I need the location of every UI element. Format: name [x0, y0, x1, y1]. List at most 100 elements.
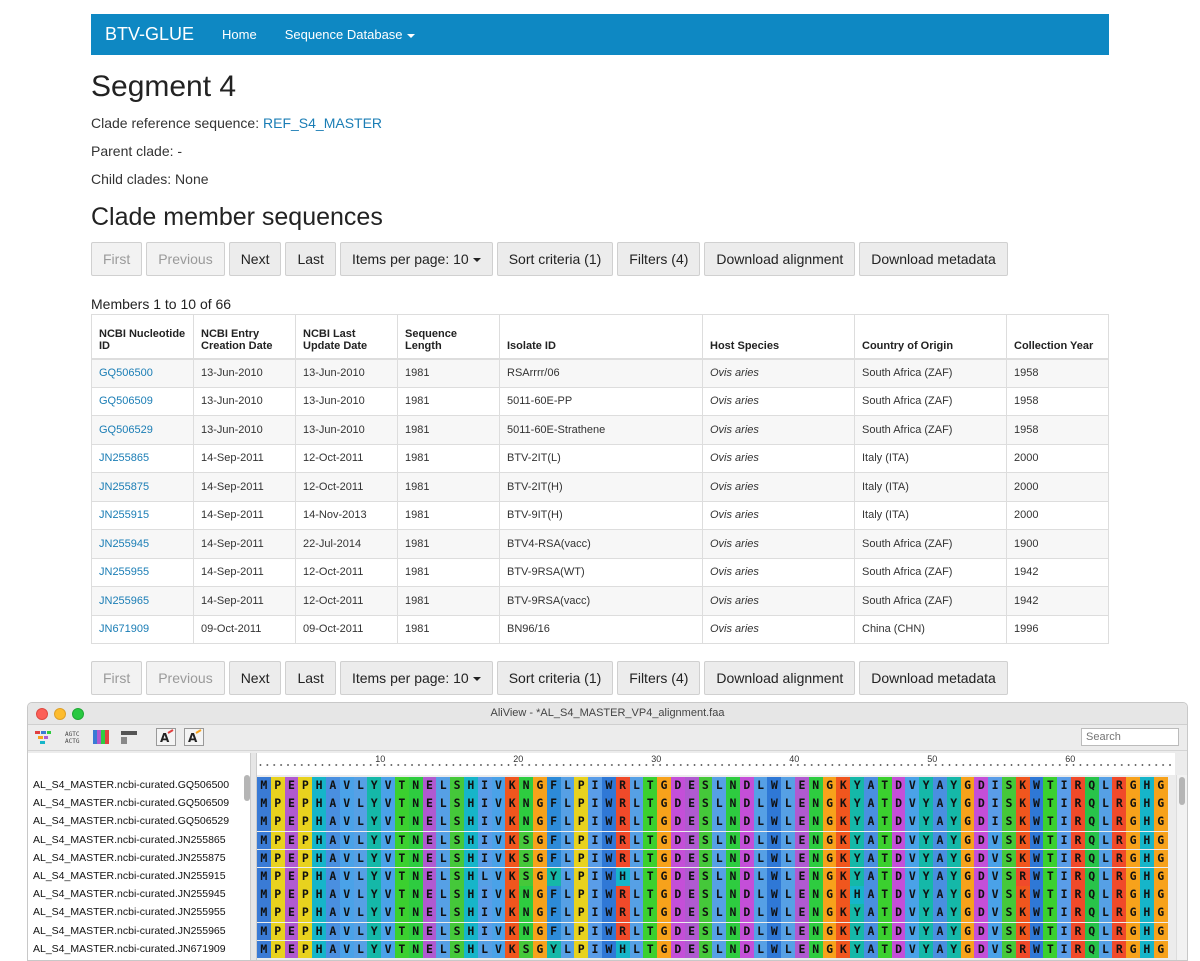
residue-cell[interactable]: I	[477, 831, 492, 850]
residue-cell[interactable]: F	[546, 904, 561, 922]
residue-cell[interactable]: E	[684, 868, 699, 886]
residue-cell[interactable]: W	[1029, 868, 1044, 886]
residue-cell[interactable]: G	[532, 831, 547, 850]
residue-cell[interactable]: P	[298, 831, 313, 850]
residue-cell[interactable]: G	[1126, 940, 1140, 959]
residue-cell[interactable]: K	[505, 795, 520, 813]
residue-cell[interactable]: K	[505, 813, 520, 831]
residue-cell[interactable]: R	[1112, 922, 1127, 941]
residue-cell[interactable]: D	[891, 904, 906, 922]
residue-cell[interactable]: E	[795, 777, 809, 795]
residue-cell[interactable]: I	[477, 813, 492, 831]
residue-cell[interactable]: D	[974, 831, 989, 850]
residue-cell[interactable]: E	[422, 813, 437, 831]
residue-cell[interactable]: K	[505, 922, 520, 941]
residue-cell[interactable]: R	[1112, 813, 1127, 831]
residue-cell[interactable]: K	[1015, 904, 1030, 922]
residue-cell[interactable]: L	[629, 922, 644, 941]
residue-cell[interactable]: W	[1029, 795, 1044, 813]
residue-cell[interactable]: L	[560, 904, 575, 922]
residue-cell[interactable]: V	[905, 940, 920, 959]
residue-cell[interactable]: S	[1002, 849, 1016, 868]
col-isolate[interactable]: Isolate ID	[499, 314, 703, 360]
residue-cell[interactable]: L	[560, 886, 575, 904]
residue-cell[interactable]: Y	[919, 922, 934, 941]
residue-cell[interactable]: Y	[919, 813, 934, 831]
residue-cell[interactable]: R	[1112, 868, 1127, 886]
residue-cell[interactable]: E	[684, 795, 699, 813]
residue-cell[interactable]: A	[864, 849, 878, 868]
residue-cell[interactable]: N	[519, 777, 533, 795]
residue-cell[interactable]: L	[1098, 868, 1113, 886]
residue-cell[interactable]: V	[381, 813, 395, 831]
residue-cell[interactable]: S	[450, 831, 464, 850]
residue-cell[interactable]: M	[257, 904, 271, 922]
residue-cell[interactable]: P	[270, 813, 285, 831]
residue-cell[interactable]: L	[629, 886, 644, 904]
residue-cell[interactable]: I	[1057, 795, 1072, 813]
residue-cell[interactable]: G	[822, 940, 837, 959]
residue-cell[interactable]: V	[905, 886, 920, 904]
residue-cell[interactable]: Q	[1084, 868, 1099, 886]
residue-cell[interactable]: E	[422, 886, 437, 904]
sequence-name[interactable]: AL_S4_MASTER.ncbi-curated.GQ506509	[33, 797, 230, 810]
residue-cell[interactable]: N	[726, 922, 740, 941]
col-ncbi-id[interactable]: NCBI Nucleotide ID	[91, 314, 194, 360]
residue-cell[interactable]: E	[795, 940, 809, 959]
residue-cell[interactable]: R	[615, 849, 630, 868]
residue-cell[interactable]: G	[532, 849, 547, 868]
residue-cell[interactable]: A	[864, 922, 878, 941]
residue-cell[interactable]: S	[698, 849, 713, 868]
residue-cell[interactable]: S	[1002, 868, 1016, 886]
residue-cell[interactable]: D	[739, 904, 754, 922]
residue-cell[interactable]: T	[877, 886, 892, 904]
residue-cell[interactable]: Y	[850, 904, 865, 922]
residue-cell[interactable]: L	[353, 904, 368, 922]
residue-cell[interactable]: G	[1153, 849, 1168, 868]
residue-cell[interactable]: Y	[946, 777, 961, 795]
residue-cell[interactable]: K	[1015, 922, 1030, 941]
residue-cell[interactable]: R	[1071, 886, 1085, 904]
residue-cell[interactable]: K	[505, 886, 520, 904]
ncbi-id-link[interactable]: JN671909	[99, 623, 150, 636]
residue-cell[interactable]: D	[670, 868, 685, 886]
residue-cell[interactable]: T	[394, 795, 409, 813]
scrollbar-thumb[interactable]	[1179, 777, 1185, 805]
residue-cell[interactable]: K	[836, 940, 851, 959]
residue-cell[interactable]: G	[960, 904, 975, 922]
close-window-icon[interactable]	[36, 708, 48, 720]
residue-cell[interactable]: Y	[946, 795, 961, 813]
residue-cell[interactable]: Y	[946, 922, 961, 941]
residue-cell[interactable]: G	[960, 795, 975, 813]
residue-cell[interactable]: Q	[1084, 831, 1099, 850]
residue-cell[interactable]: Y	[367, 813, 382, 831]
residue-cell[interactable]: A	[864, 868, 878, 886]
residue-cell[interactable]: A	[933, 777, 947, 795]
residue-cell[interactable]: W	[601, 795, 616, 813]
edit-mode-icon[interactable]	[120, 729, 138, 745]
residue-cell[interactable]: A	[933, 886, 947, 904]
residue-cell[interactable]: L	[353, 849, 368, 868]
residue-cell[interactable]: V	[988, 868, 1003, 886]
residue-cell[interactable]: N	[726, 904, 740, 922]
sequence-name[interactable]: AL_S4_MASTER.ncbi-curated.JN255875	[33, 851, 226, 864]
residue-cell[interactable]: E	[284, 886, 299, 904]
residue-cell[interactable]: D	[670, 795, 685, 813]
residue-cell[interactable]: H	[1140, 777, 1154, 795]
residue-cell[interactable]: R	[615, 795, 630, 813]
residue-cell[interactable]: A	[933, 922, 947, 941]
residue-cell[interactable]: G	[532, 922, 547, 941]
residue-cell[interactable]: G	[657, 831, 671, 850]
residue-cell[interactable]: D	[670, 849, 685, 868]
residue-cell[interactable]: D	[670, 886, 685, 904]
residue-cell[interactable]: W	[767, 940, 782, 959]
clade-reference-link[interactable]: REF_S4_MASTER	[263, 115, 383, 131]
residue-cell[interactable]: P	[574, 868, 589, 886]
residue-cell[interactable]: H	[1140, 922, 1154, 941]
residue-cell[interactable]: Y	[919, 777, 934, 795]
residue-cell[interactable]: L	[353, 813, 368, 831]
residue-cell[interactable]: L	[353, 777, 368, 795]
residue-cell[interactable]: E	[684, 849, 699, 868]
residue-cell[interactable]: H	[312, 886, 326, 904]
sequence-name[interactable]: AL_S4_MASTER.ncbi-curated.JN255955	[33, 906, 226, 919]
